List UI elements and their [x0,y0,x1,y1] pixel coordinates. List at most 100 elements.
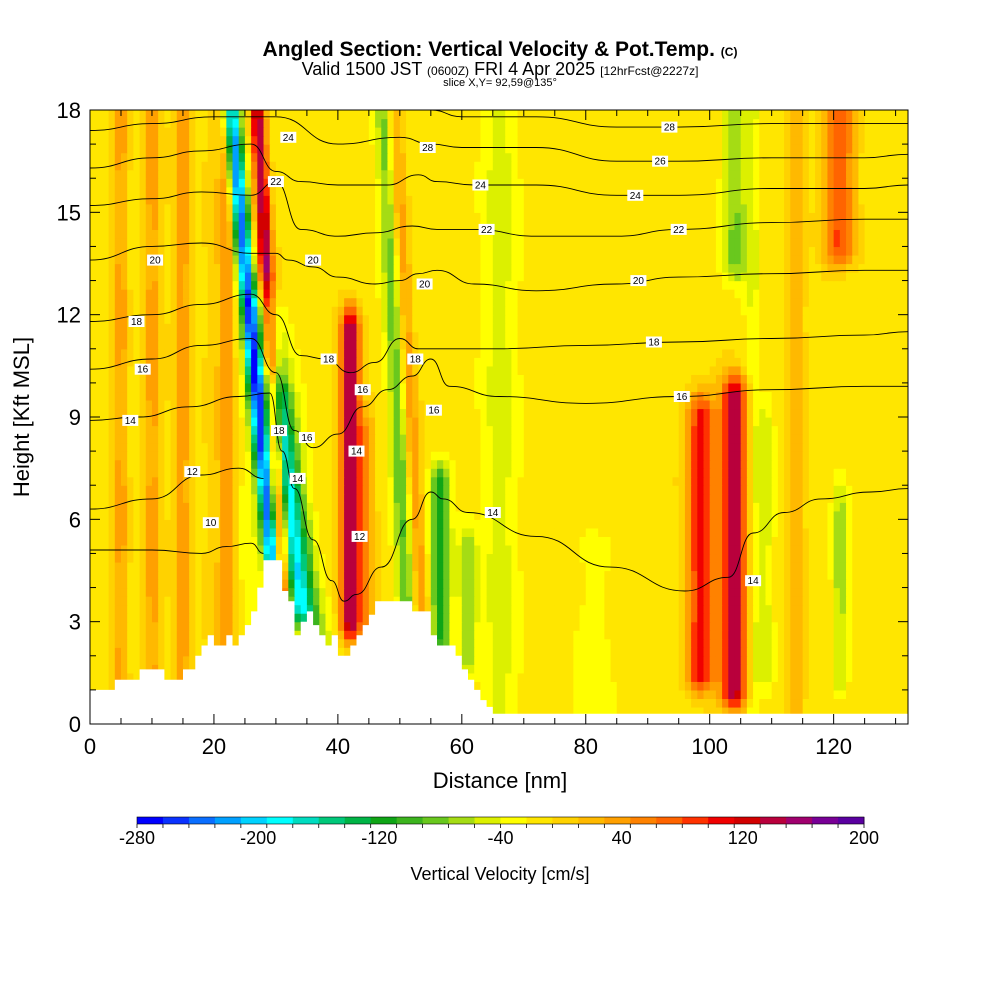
velocity-cell [629,621,636,631]
velocity-cell [412,485,420,495]
velocity-cell [647,579,655,589]
velocity-cell [653,613,661,623]
velocity-cell [672,638,680,648]
velocity-cell [325,442,333,452]
velocity-cell [591,468,599,478]
velocity-cell [108,587,116,597]
velocity-cell [746,672,754,682]
velocity-cell [189,579,196,589]
velocity-cell [449,579,457,589]
velocity-cell [511,698,519,708]
velocity-cell [430,544,438,555]
velocity-cell [858,493,866,503]
velocity-cell [567,630,574,640]
velocity-cell [852,417,860,427]
velocity-cell [542,425,550,435]
velocity-cell [660,604,667,614]
velocity-cell [375,596,382,606]
velocity-cell [691,672,698,682]
velocity-cell [381,476,389,486]
velocity-cell [492,630,500,640]
velocity-cell [877,655,884,665]
velocity-cell [430,596,438,606]
velocity-cell [120,434,128,444]
velocity-cell [461,621,469,631]
velocity-cell [393,502,401,512]
velocity-cell [257,442,265,452]
velocity-cell [573,655,581,665]
velocity-cell [604,536,612,546]
velocity-cell [319,459,327,469]
velocity-cell [870,476,878,486]
velocity-cell [269,476,277,486]
velocity-cell [895,570,903,580]
velocity-cell [468,621,475,631]
velocity-cell [455,434,463,444]
velocity-cell [108,621,116,631]
velocity-cell [201,536,209,546]
velocity-cell [424,425,432,435]
velocity-cell [542,399,550,410]
velocity-cell [319,493,327,503]
velocity-cell [449,561,457,572]
velocity-cell [790,442,798,452]
velocity-cell [740,689,748,700]
velocity-cell [901,570,908,580]
velocity-cell [523,579,531,589]
velocity-cell [275,417,283,427]
velocity-cell [313,502,320,512]
velocity-cell [232,476,240,486]
velocity-cell [554,596,562,606]
velocity-cell [579,647,587,657]
velocity-cell [164,417,172,427]
velocity-cell [102,442,110,452]
velocity-cell [560,425,568,435]
velocity-cell [846,451,853,461]
velocity-cell [319,451,327,461]
velocity-cell [579,417,587,427]
velocity-cell [715,672,723,682]
velocity-cell [189,664,196,674]
velocity-cell [511,621,519,631]
velocity-cell [158,596,165,606]
velocity-cell [827,434,835,444]
velocity-cell [722,630,729,640]
velocity-cell [430,502,438,512]
velocity-cell [895,587,903,597]
velocity-cell [883,451,891,461]
velocity-cell [548,442,556,452]
velocity-cell [740,596,748,606]
velocity-cell [771,408,779,418]
velocity-cell [505,510,512,520]
velocity-cell [728,451,736,461]
velocity-cell [164,476,172,486]
velocity-cell [703,587,711,597]
velocity-cell [455,493,463,503]
velocity-cell [641,664,649,674]
velocity-cell [269,493,277,503]
velocity-cell [492,476,500,486]
velocity-cell [443,408,451,418]
velocity-cell [406,451,413,461]
velocity-cell [567,468,574,478]
velocity-cell [846,689,853,700]
velocity-cell [622,459,630,469]
velocity-cell [170,544,178,555]
velocity-cell [616,408,624,418]
velocity-cell [802,442,810,452]
velocity-cell [325,468,333,478]
velocity-cell [536,596,543,606]
velocity-cell [164,553,172,563]
velocity-cell [362,519,370,529]
velocity-cell [567,561,574,572]
velocity-cell [449,417,457,427]
velocity-cell [474,510,482,520]
velocity-cell [808,493,816,503]
velocity-cell [715,613,723,623]
velocity-cell [722,621,729,631]
velocity-cell [821,681,829,691]
velocity-cell [189,613,196,623]
velocity-cell [666,664,674,674]
velocity-cell [257,425,265,435]
velocity-cell [505,451,512,461]
